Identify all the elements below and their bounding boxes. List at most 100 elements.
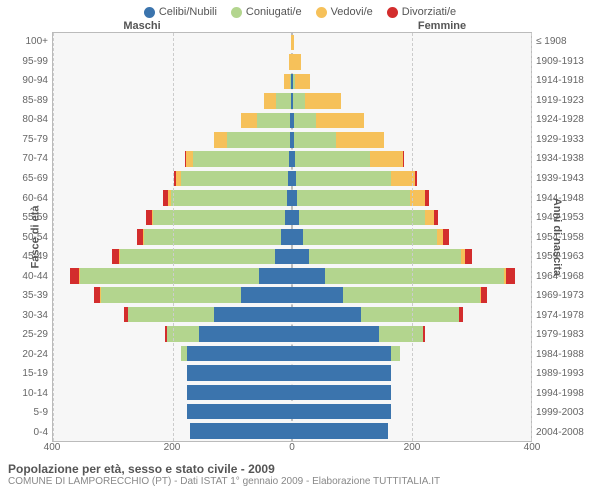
grid-line <box>412 33 413 441</box>
segment <box>379 326 424 342</box>
segment <box>80 268 259 284</box>
segment <box>241 287 292 303</box>
segment <box>214 132 227 148</box>
segment <box>187 365 292 381</box>
segment <box>325 268 504 284</box>
pyramid-row <box>53 52 531 71</box>
segment <box>415 171 417 187</box>
segment <box>336 132 384 148</box>
segment <box>112 249 119 265</box>
segment <box>403 151 404 167</box>
birth-tick: 1924-1928 <box>532 110 582 130</box>
birth-tick: 1929-1933 <box>532 130 582 150</box>
segment <box>128 307 215 323</box>
age-tick: 40-44 <box>20 266 52 286</box>
segment <box>305 93 341 109</box>
age-tick: 95-99 <box>20 52 52 72</box>
segment <box>144 229 281 245</box>
segment <box>425 210 434 226</box>
legend-swatch <box>144 7 155 18</box>
age-tick: 25-29 <box>20 325 52 345</box>
segment <box>187 404 292 420</box>
legend-swatch <box>231 7 242 18</box>
segment <box>190 423 292 439</box>
segment <box>443 229 449 245</box>
pyramid-row <box>53 169 531 188</box>
segment <box>295 74 310 90</box>
birth-tick: 1969-1973 <box>532 286 582 306</box>
segment <box>193 151 289 167</box>
chart-title: Popolazione per età, sesso e stato civil… <box>8 462 592 476</box>
segment <box>292 326 379 342</box>
segment <box>241 113 258 129</box>
age-tick: 70-74 <box>20 149 52 169</box>
segment <box>425 190 429 206</box>
pyramid-row <box>53 344 531 363</box>
segment <box>410 190 425 206</box>
population-pyramid: Fasce di età Anni di nascita 100+95-9990… <box>0 32 600 442</box>
legend-item: Vedovi/e <box>316 6 373 18</box>
birth-tick: 1989-1993 <box>532 364 582 384</box>
segment <box>434 210 439 226</box>
segment <box>459 307 463 323</box>
birth-tick: 1939-1943 <box>532 169 582 189</box>
plot-area <box>52 32 532 442</box>
segment <box>292 249 309 265</box>
segment <box>299 210 424 226</box>
legend-label: Celibi/Nubili <box>159 6 217 18</box>
legend-item: Divorziati/e <box>387 6 456 18</box>
segment <box>276 93 291 109</box>
age-tick: 5-9 <box>20 403 52 423</box>
segment <box>227 132 290 148</box>
segment <box>199 326 292 342</box>
segment <box>259 268 292 284</box>
female-label: Femmine <box>292 20 532 32</box>
birth-tick: 1984-1988 <box>532 345 582 365</box>
segment <box>295 151 370 167</box>
legend: Celibi/Nubili Coniugati/e Vedovi/e Divorzia… <box>0 0 600 20</box>
segment <box>481 287 487 303</box>
segment <box>370 151 403 167</box>
segment <box>186 151 193 167</box>
pyramid-row <box>53 33 531 52</box>
segment <box>187 385 292 401</box>
segment <box>292 365 391 381</box>
segment <box>391 346 400 362</box>
birth-tick: 1909-1913 <box>532 52 582 72</box>
legend-label: Divorziati/e <box>402 6 456 18</box>
segment <box>120 249 275 265</box>
x-tick: 0 <box>289 442 295 453</box>
pyramid-row <box>53 363 531 382</box>
segment <box>214 307 292 323</box>
segment <box>316 113 364 129</box>
pyramid-row <box>53 383 531 402</box>
legend-item: Coniugati/e <box>231 6 302 18</box>
segment <box>361 307 460 323</box>
segment <box>297 190 411 206</box>
segment <box>257 113 290 129</box>
birth-tick: 1919-1923 <box>532 91 582 111</box>
grid-line <box>173 33 174 441</box>
segment <box>465 249 472 265</box>
pyramid-row <box>53 421 531 440</box>
pyramid-row <box>53 150 531 169</box>
segment <box>292 35 294 51</box>
age-tick: 85-89 <box>20 91 52 111</box>
pyramid-row <box>53 305 531 324</box>
segment <box>167 326 200 342</box>
x-axis: 4002000200400 <box>52 442 532 458</box>
pyramid-row <box>53 247 531 266</box>
age-tick: 100+ <box>20 32 52 52</box>
segment <box>506 268 515 284</box>
segment <box>292 385 391 401</box>
pyramid-row <box>53 188 531 207</box>
segment <box>292 346 391 362</box>
birth-tick: 1934-1938 <box>532 149 582 169</box>
segment <box>292 54 301 70</box>
age-tick: 15-19 <box>20 364 52 384</box>
age-tick: 10-14 <box>20 384 52 404</box>
segment <box>285 210 292 226</box>
birth-tick: 2004-2008 <box>532 423 582 443</box>
pyramid-row <box>53 285 531 304</box>
segment <box>309 249 461 265</box>
